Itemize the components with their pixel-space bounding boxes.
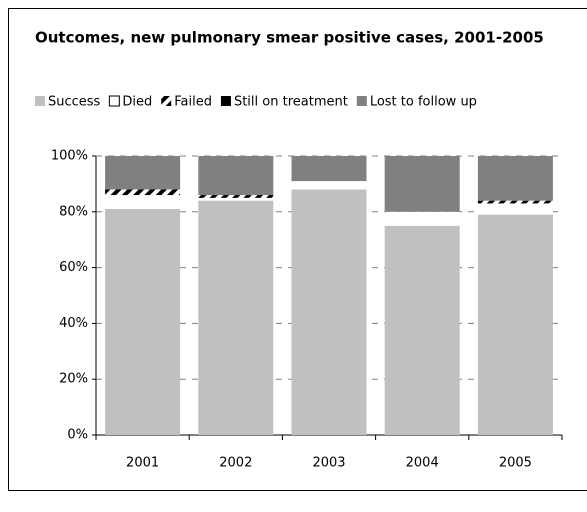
bar-segment [478, 203, 553, 214]
legend-label: Still on treatment [234, 95, 348, 110]
x-tick-label: 2005 [499, 456, 532, 471]
bar-segment [292, 189, 367, 435]
legend-swatch [35, 96, 45, 106]
bar-segment [292, 156, 367, 181]
legend-label: Died [122, 95, 152, 110]
legend-swatch [109, 96, 119, 106]
legend-swatch [357, 96, 367, 106]
y-tick-label: 0% [67, 428, 88, 443]
x-tick-label: 2004 [406, 456, 439, 471]
bar-segment [292, 181, 367, 189]
legend-swatch [221, 96, 231, 106]
bar-segment [105, 156, 180, 189]
x-tick-label: 2003 [312, 456, 345, 471]
bar-segment [478, 156, 553, 201]
legend-label: Success [48, 95, 101, 110]
bar-segment [105, 189, 180, 195]
bar-segment [105, 195, 180, 209]
bar-segment [198, 156, 273, 195]
y-tick-label: 40% [59, 316, 88, 331]
y-tick-label: 100% [51, 149, 88, 164]
bar-segment [198, 201, 273, 435]
bar-segment [385, 156, 460, 212]
x-tick-label: 2002 [219, 456, 252, 471]
bar-segment [478, 215, 553, 435]
bar-segment [385, 212, 460, 226]
legend-label: Failed [174, 95, 212, 110]
bar-segment [198, 195, 273, 198]
y-tick-label: 20% [59, 372, 88, 387]
bar-segment [385, 226, 460, 435]
legend-label: Lost to follow up [370, 95, 477, 110]
bar-segment [478, 201, 553, 204]
legend-swatch [161, 96, 171, 106]
x-tick-label: 2001 [126, 456, 159, 471]
y-tick-label: 80% [59, 204, 88, 219]
bar-segment [198, 198, 273, 201]
bar-segment [105, 209, 180, 435]
y-tick-label: 60% [59, 260, 88, 275]
chart-title: Outcomes, new pulmonary smear positive c… [35, 29, 544, 47]
